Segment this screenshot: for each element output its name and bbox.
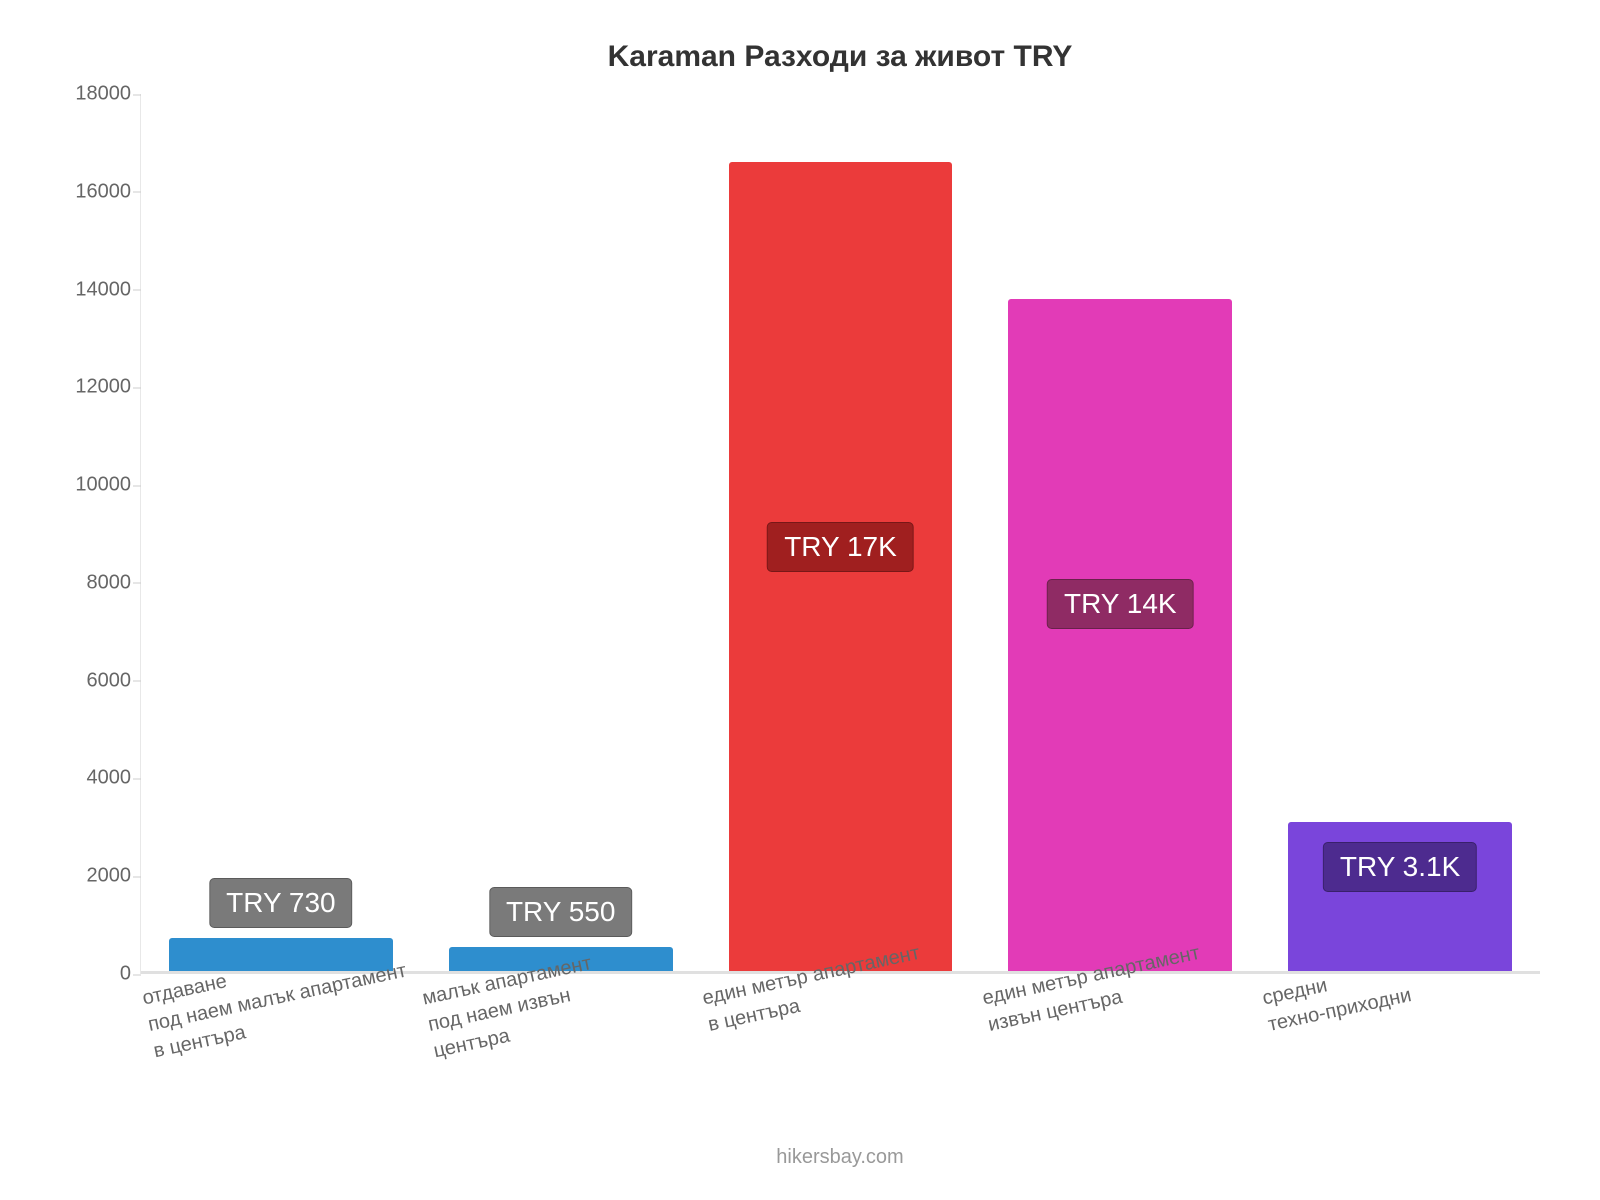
plot-area: 0200040006000800010000120001400016000180…: [140, 94, 1540, 974]
bar: TRY 3.1K: [1288, 822, 1512, 974]
value-label: TRY 550: [489, 887, 632, 937]
value-label: TRY 17K: [767, 522, 914, 572]
bar-slot: TRY 17K: [701, 94, 981, 974]
chart-title: Karaman Разходи за живот TRY: [140, 40, 1540, 74]
bar: TRY 14K: [1008, 299, 1232, 974]
y-tick: 10000: [61, 474, 131, 497]
y-tick: 6000: [61, 669, 131, 692]
x-label: един метър апартамент в центъра: [700, 986, 980, 1146]
attribution-text: hikersbay.com: [140, 1146, 1540, 1169]
bar-slot: TRY 3.1K: [1260, 94, 1540, 974]
y-tick: 16000: [61, 180, 131, 203]
x-label: един метър апартамент извън центъра: [980, 986, 1260, 1146]
bar-slot: TRY 14K: [980, 94, 1260, 974]
y-tick: 0: [61, 963, 131, 986]
y-tick: 18000: [61, 83, 131, 106]
value-label: TRY 3.1K: [1323, 842, 1477, 892]
y-tick: 8000: [61, 571, 131, 594]
y-tick: 14000: [61, 278, 131, 301]
y-tick: 12000: [61, 376, 131, 399]
bars-row: TRY 730 TRY 550 TRY 17K TRY 14K TRY 3.1K: [141, 94, 1540, 974]
y-tick: 2000: [61, 865, 131, 888]
x-label: отдаване под наем малък апартамент в цен…: [140, 986, 420, 1146]
x-label: средни техно-приходни: [1260, 986, 1540, 1146]
cost-of-living-chart: Karaman Разходи за живот TRY 02000400060…: [0, 0, 1600, 1200]
x-label: малък апартамент под наем извън центъра: [420, 986, 700, 1146]
bar-slot: TRY 730: [141, 94, 421, 974]
bar-slot: TRY 550: [421, 94, 701, 974]
y-tick: 4000: [61, 767, 131, 790]
bar: TRY 17K: [729, 162, 953, 974]
value-label: TRY 14K: [1047, 579, 1194, 629]
y-axis: 0200040006000800010000120001400016000180…: [61, 94, 131, 974]
x-axis-labels: отдаване под наем малък апартамент в цен…: [140, 986, 1540, 1146]
value-label: TRY 730: [209, 878, 352, 928]
